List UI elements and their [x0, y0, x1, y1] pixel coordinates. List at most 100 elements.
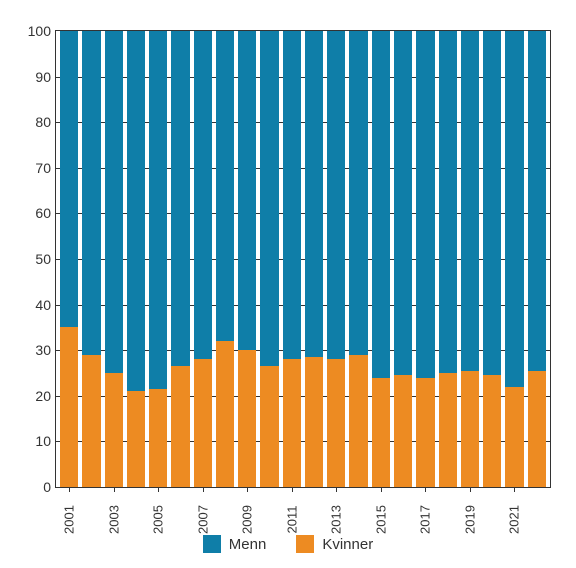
bar: [505, 31, 523, 487]
bar-segment-kvinner: [82, 355, 100, 487]
bar-segment-menn: [149, 31, 167, 389]
bars-area: 2001200320052007200920112013201520172019…: [56, 31, 550, 487]
x-tick-mark: [247, 487, 248, 492]
x-tick-mark: [114, 487, 115, 492]
bar: [416, 31, 434, 487]
y-tick-label: 90: [21, 69, 51, 85]
x-tick-label: 2011: [284, 506, 299, 534]
bar-slot: [481, 31, 503, 487]
bar-segment-menn: [416, 31, 434, 378]
x-tick-mark: [514, 487, 515, 492]
bar-segment-menn: [238, 31, 256, 350]
x-tick-label: 2001: [62, 505, 77, 534]
x-tick-label: 2015: [373, 505, 388, 534]
bar-slot: 2007: [192, 31, 214, 487]
bar-segment-menn: [283, 31, 301, 359]
y-tick-label: 20: [21, 388, 51, 404]
bar-segment-kvinner: [194, 359, 212, 487]
bar: [149, 31, 167, 487]
bar-slot: 2019: [459, 31, 481, 487]
bar-segment-kvinner: [283, 359, 301, 487]
x-tick-label: 2007: [195, 505, 210, 534]
bar: [238, 31, 256, 487]
y-tick-label: 80: [21, 114, 51, 130]
bar-segment-kvinner: [238, 350, 256, 487]
bar-slot: 2017: [414, 31, 436, 487]
x-tick-label: 2003: [106, 505, 121, 534]
bar-segment-menn: [194, 31, 212, 359]
bar-segment-menn: [82, 31, 100, 355]
bar: [260, 31, 278, 487]
bar-slot: [303, 31, 325, 487]
x-tick-mark: [203, 487, 204, 492]
x-tick-label: 2017: [418, 505, 433, 534]
bar-segment-kvinner: [483, 375, 501, 487]
bar-slot: 2001: [58, 31, 80, 487]
bar-slot: 2003: [103, 31, 125, 487]
bar: [327, 31, 345, 487]
x-tick-mark: [292, 487, 293, 492]
bar-slot: [392, 31, 414, 487]
bar-segment-kvinner: [149, 389, 167, 487]
bar: [439, 31, 457, 487]
bar-segment-menn: [461, 31, 479, 371]
legend-swatch: [203, 535, 221, 553]
bar-segment-menn: [305, 31, 323, 357]
x-tick-label: 2005: [151, 505, 166, 534]
y-tick-label: 30: [21, 342, 51, 358]
bar-slot: [526, 31, 548, 487]
bar-segment-kvinner: [260, 366, 278, 487]
bar-segment-menn: [372, 31, 390, 378]
bar: [305, 31, 323, 487]
bar-segment-menn: [394, 31, 412, 375]
bar: [216, 31, 234, 487]
bar-segment-menn: [349, 31, 367, 355]
bar-segment-kvinner: [505, 387, 523, 487]
legend-item: Menn: [203, 535, 267, 553]
bar-slot: [258, 31, 280, 487]
y-tick-label: 40: [21, 297, 51, 313]
bar: [349, 31, 367, 487]
bar-segment-kvinner: [127, 391, 145, 487]
x-tick-mark: [425, 487, 426, 492]
legend-swatch: [296, 535, 314, 553]
y-tick-label: 0: [21, 479, 51, 495]
bar: [194, 31, 212, 487]
bar-segment-menn: [260, 31, 278, 366]
bar-segment-kvinner: [394, 375, 412, 487]
legend-label: Menn: [229, 536, 267, 553]
y-tick-label: 70: [21, 160, 51, 176]
y-tick-label: 60: [21, 205, 51, 221]
x-tick-label: 2021: [507, 505, 522, 534]
bar-slot: [125, 31, 147, 487]
bar-segment-kvinner: [528, 371, 546, 487]
bar-slot: 2009: [236, 31, 258, 487]
x-tick-label: 2009: [240, 505, 255, 534]
bar-segment-kvinner: [60, 327, 78, 487]
y-tick-label: 10: [21, 433, 51, 449]
legend: Menn Kvinner: [0, 535, 576, 553]
bar-slot: [80, 31, 102, 487]
bar-segment-menn: [327, 31, 345, 359]
bar-slot: 2005: [147, 31, 169, 487]
x-tick-mark: [158, 487, 159, 492]
x-tick-mark: [69, 487, 70, 492]
bar-segment-kvinner: [216, 341, 234, 487]
bar-segment-kvinner: [439, 373, 457, 487]
bar-segment-menn: [505, 31, 523, 387]
bar: [60, 31, 78, 487]
x-tick-label: 2019: [462, 505, 477, 534]
bar-segment-menn: [483, 31, 501, 375]
bar: [372, 31, 390, 487]
bar-segment-menn: [439, 31, 457, 373]
bar-segment-menn: [60, 31, 78, 327]
x-tick-mark: [336, 487, 337, 492]
bar: [171, 31, 189, 487]
bar: [105, 31, 123, 487]
bar-slot: 2015: [370, 31, 392, 487]
y-tick-label: 50: [21, 251, 51, 267]
bar-slot: 2011: [281, 31, 303, 487]
bar: [528, 31, 546, 487]
legend-label: Kvinner: [322, 536, 373, 553]
legend-item: Kvinner: [296, 535, 373, 553]
